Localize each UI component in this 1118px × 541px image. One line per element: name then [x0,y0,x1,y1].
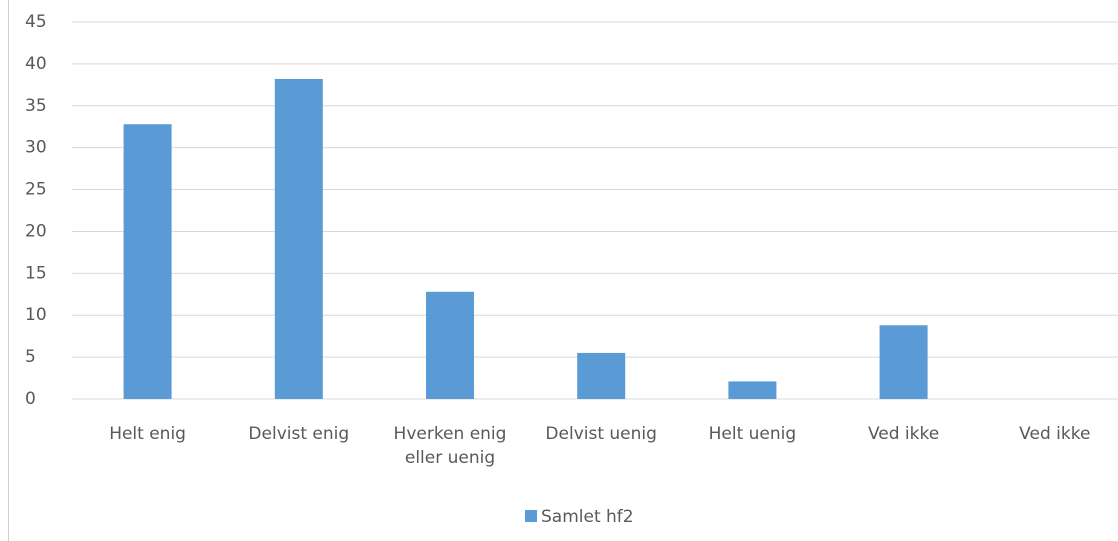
x-tick-label: Ved ikke [867,424,940,444]
y-tick-label: 25 [25,180,47,200]
x-tick-label: Delvist enig [248,424,350,444]
bar [123,124,172,399]
y-tick-label: 45 [25,12,47,32]
y-tick-label: 40 [25,54,47,74]
legend-label: Samlet hf2 [541,507,634,527]
bar [426,291,474,399]
bar [879,325,928,399]
bar [577,352,626,399]
bar [728,381,777,399]
x-tick-label: Helt enig [109,424,186,444]
y-tick-label: 5 [25,347,36,367]
x-tick-label: Ved ikke [1019,424,1091,444]
bar [274,78,323,400]
x-tick-label: Delvist uenig [545,424,657,444]
y-tick-label: 20 [25,221,47,241]
y-tick-label: 10 [25,305,47,325]
y-tick-label: 0 [25,389,36,409]
legend-swatch [525,510,537,522]
y-tick-label: 30 [25,138,47,158]
y-tick-label: 35 [25,96,47,116]
x-tick-label: Helt uenig [708,424,797,444]
x-tick-label: Hverken enig eller uenig [393,424,507,468]
y-tick-label: 15 [25,263,47,283]
